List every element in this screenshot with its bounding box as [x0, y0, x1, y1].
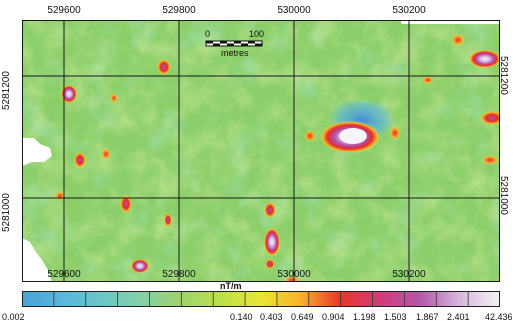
colorbar-label: 2.401 [447, 312, 470, 322]
x-tick-529800-top: 529800 [162, 5, 196, 16]
scale-bar: 0 100 metres [205, 30, 267, 60]
coordinate-grid [22, 20, 500, 282]
x-tick-529800-bottom: 529800 [162, 269, 196, 280]
anomaly [74, 152, 86, 168]
anomaly [157, 59, 171, 75]
anomaly [164, 213, 172, 227]
colorbar-label: 42.436 [485, 312, 513, 322]
x-tick-529600-top: 529600 [47, 5, 81, 16]
colorbar-label: 0.904 [322, 312, 345, 322]
x-tick-530200-bottom: 530200 [392, 269, 426, 280]
anomaly [264, 202, 276, 218]
scale-bar-end-label: 100 [249, 29, 265, 39]
colorbar-label: 0.649 [291, 312, 314, 322]
anomaly [131, 259, 149, 273]
anomaly [304, 130, 316, 142]
anomaly [265, 259, 275, 269]
anomaly [480, 111, 500, 125]
colorbar-gradient [22, 291, 500, 307]
x-tick-529600-bottom: 529600 [47, 269, 81, 280]
colorbar-label: 1.503 [384, 312, 407, 322]
magnetic-gradient-map [22, 20, 500, 282]
scale-bar-graphic [205, 40, 263, 47]
y-tick-5281000-left: 5281000 [1, 193, 12, 232]
anomaly [389, 126, 401, 140]
colorbar-label: 0.140 [230, 312, 253, 322]
colorbar-label: 1.198 [353, 312, 376, 322]
colorbar-unit: nT/m [220, 281, 242, 291]
x-tick-530000-top: 530000 [277, 5, 311, 16]
no-data-area [22, 238, 52, 282]
anomaly [481, 155, 499, 165]
colorbar [22, 291, 500, 307]
scale-bar-start-label: 0 [205, 29, 211, 39]
anomaly [264, 228, 280, 256]
anomaly [110, 93, 118, 103]
colorbar-label: 0.403 [260, 312, 283, 322]
anomaly [120, 195, 132, 213]
colorbar-label: 0.002 [2, 312, 25, 322]
map-frame [22, 20, 500, 282]
x-tick-530000-bottom: 530000 [277, 269, 311, 280]
anomaly [451, 34, 465, 46]
no-data-area [22, 138, 52, 166]
anomaly [101, 148, 111, 160]
scale-bar-unit-label: metres [221, 48, 249, 58]
anomaly [469, 50, 500, 68]
anomaly [61, 85, 77, 103]
anomaly [422, 76, 434, 84]
anomaly [284, 276, 300, 282]
y-tick-5281200-left: 5281200 [1, 71, 12, 110]
x-tick-530200-top: 530200 [392, 5, 426, 16]
colorbar-label: 1.867 [416, 312, 439, 322]
